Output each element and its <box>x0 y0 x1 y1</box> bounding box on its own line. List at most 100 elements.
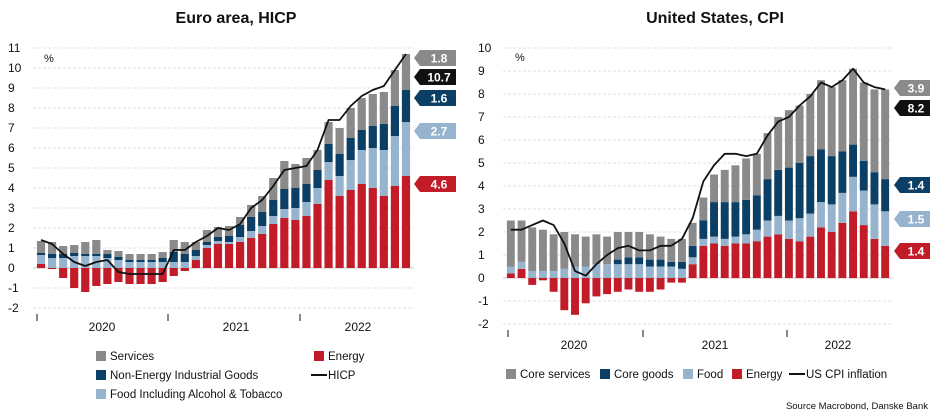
bar-food-2022-06 <box>849 176 858 212</box>
bar-goods-2020-08 <box>613 259 622 265</box>
bar-energy-2022-03 <box>817 227 825 278</box>
bar-services-2019-12 <box>528 227 537 272</box>
bar-energy-2022-03 <box>324 180 333 268</box>
legend-label-core-goods: Core goods <box>614 369 674 381</box>
bar-food-2021-06 <box>720 238 729 246</box>
bar-energy-2021-08 <box>742 243 751 278</box>
bar-goods-2022-04 <box>335 154 344 176</box>
bar-services-2020-02 <box>48 242 57 254</box>
bar-food-2020-12 <box>656 266 665 278</box>
bar-food-2019-11 <box>517 261 526 269</box>
bar-food-2021-08 <box>247 231 256 238</box>
line-us-cpi-inflation <box>510 67 886 277</box>
bar-goods-2021-04 <box>202 242 211 245</box>
y-tick-label: 10 <box>8 61 22 75</box>
bar-energy-2021-08 <box>247 238 256 268</box>
bar-services-2022-01 <box>302 158 311 184</box>
bar-goods-2022-07 <box>368 126 377 148</box>
bar-goods-2020-04 <box>70 253 79 256</box>
bar-services-2021-06 <box>720 169 729 203</box>
bar-energy-2021-10 <box>269 224 278 268</box>
bar-goods-2022-02 <box>313 170 322 188</box>
bar-energy-2020-10 <box>136 268 145 284</box>
bar-food-2022-04 <box>827 204 836 232</box>
legend-label-food: Food <box>697 369 723 381</box>
bar-energy-2021-09 <box>258 234 267 268</box>
bar-goods-2021-04 <box>699 220 708 239</box>
bar-energy-2020-12 <box>158 268 167 282</box>
bar-services-2021-08 <box>247 205 256 217</box>
bar-energy-2022-09 <box>881 245 890 278</box>
y-tick-label: -2 <box>478 317 489 331</box>
bar-goods-2021-07 <box>731 202 740 237</box>
bar-goods-2020-05 <box>81 254 90 256</box>
bar-services-2022-09 <box>881 89 890 180</box>
bar-goods-2022-02 <box>806 156 815 214</box>
legend-swatch-food <box>96 389 106 399</box>
bar-food-2022-09 <box>390 136 399 186</box>
y-tick-label: 1 <box>478 248 485 262</box>
bar-energy-2021-12 <box>291 220 300 268</box>
bar-food-2020-01 <box>36 255 46 264</box>
end-tag-value: 1.4 <box>908 245 925 259</box>
bar-services-2021-01 <box>667 238 676 262</box>
bar-energy-2020-09 <box>624 278 633 290</box>
bar-food-2021-02 <box>180 262 189 268</box>
bar-food-2021-12 <box>291 208 300 220</box>
bar-food-2020-12 <box>158 262 167 268</box>
bar-energy-2021-09 <box>752 241 761 278</box>
bar-services-2020-05 <box>81 242 90 254</box>
end-tag-value: 1.6 <box>431 92 448 106</box>
x-year-label: 2022 <box>345 320 372 334</box>
bar-energy-2022-01 <box>302 216 311 268</box>
bar-services-2021-02 <box>678 238 686 262</box>
bar-goods-2020-08 <box>114 257 123 260</box>
bar-services-2022-07 <box>368 94 377 126</box>
bar-food-2022-01 <box>795 218 804 242</box>
y-tick-label: 2 <box>478 225 485 239</box>
bar-services-2022-07 <box>859 82 868 161</box>
bar-energy-2021-12 <box>784 238 793 278</box>
end-tag-services <box>414 50 456 66</box>
bar-goods-2020-11 <box>645 259 654 267</box>
bar-food-2022-04 <box>335 176 344 196</box>
bar-food-2022-08 <box>870 204 879 239</box>
bar-food-2021-09 <box>258 226 267 234</box>
bar-energy-2020-02 <box>48 268 57 269</box>
bar-energy-2020-05 <box>581 278 590 304</box>
x-year-label: 2022 <box>825 338 852 352</box>
bar-goods-2022-10 <box>401 90 411 122</box>
bar-goods-2022-01 <box>795 163 804 219</box>
bar-goods-2020-06 <box>92 254 101 256</box>
bar-energy-2021-05 <box>710 243 718 278</box>
bar-goods-2021-02 <box>180 254 189 262</box>
bar-food-2020-05 <box>81 256 90 268</box>
end-tag-energy <box>414 176 456 192</box>
bar-goods-2021-01 <box>667 261 676 267</box>
gridlines <box>33 47 414 309</box>
y-tick-label: 2 <box>8 221 15 235</box>
bar-energy-2020-01 <box>538 278 547 281</box>
bar-energy-2019-10 <box>506 273 515 278</box>
bar-food-2021-08 <box>742 234 751 244</box>
bar-services-2020-02 <box>549 234 558 272</box>
y-tick-label: -1 <box>478 294 489 308</box>
bar-energy-2022-09 <box>390 186 399 268</box>
bar-energy-2021-11 <box>774 234 783 278</box>
bar-goods-2020-09 <box>624 257 633 265</box>
bar-goods-2021-12 <box>291 188 300 208</box>
bar-goods-2020-02 <box>48 254 57 258</box>
legend-label-hicp: HICP <box>328 370 356 382</box>
legend-label-non-energy-industrial-goods: Non-Energy Industrial Goods <box>110 370 259 382</box>
source-note: Source Macrobond, Danske Bank <box>786 401 928 412</box>
bar-services-2020-06 <box>592 234 601 265</box>
bar-goods-2021-11 <box>774 169 783 216</box>
bar-services-2022-08 <box>870 89 879 173</box>
end-tag-food <box>894 211 930 227</box>
bar-food-2022-08 <box>379 150 388 196</box>
bar-goods-2021-03 <box>688 245 697 258</box>
y-tick-label: 8 <box>478 87 485 101</box>
bar-food-2022-02 <box>806 213 815 237</box>
bar-food-2022-10 <box>401 122 411 176</box>
bar-food-2022-03 <box>817 202 825 228</box>
